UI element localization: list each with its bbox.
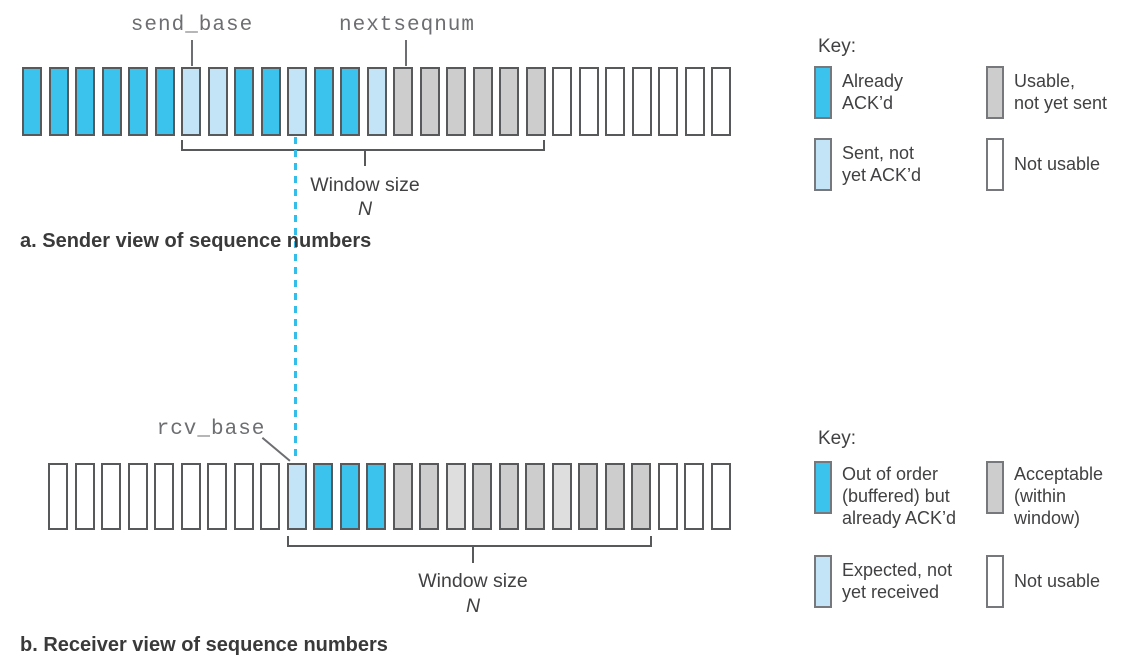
nextseqnum-pointer-line [405,40,407,66]
sender-seq-box-17 [446,67,466,136]
legend-item: Not usable [986,138,1100,191]
legend-item-label: Usable, not yet sent [1014,71,1108,113]
legend-swatch-buffered [814,461,832,514]
sender-seq-box-16 [419,67,440,136]
receiver-seq-box-25 [684,463,704,530]
receiver-seq-box-5 [154,463,174,530]
sender-seq-box-3 [75,67,95,136]
sender-seq-box-18 [472,67,493,136]
legend-item: Already ACK’d [814,66,903,119]
legend-item-label: Acceptable (within window) [1014,464,1104,528]
legend-swatch-not_usable [986,138,1004,191]
send-base-label: send_base [130,14,254,37]
receiver-window-bracket [287,536,652,547]
legend-item-label: Out of order (buffered) but already ACK’d [842,464,957,528]
rcv-base-label: rcv_base [156,418,266,441]
legend-item: Not usable [986,555,1100,608]
sender-seq-box-23 [605,67,625,136]
receiver-seq-box-11 [313,463,333,530]
receiver-seq-box-15 [419,463,439,530]
legend-item: Out of order (buffered) but already ACK’d [814,461,956,529]
sender-seq-box-9 [234,67,254,136]
legend-swatch-not_usable [986,555,1004,608]
sender-caption: a. Sender view of sequence numbers [20,230,372,252]
sender-seq-box-12 [313,67,334,136]
sender-seq-box-10 [260,67,281,136]
sender-window-bracket-tick [364,151,366,166]
receiver-seq-box-4 [127,463,148,530]
legend-item-label: Sent, not yet ACK’d [842,143,922,185]
sender-seq-box-1 [22,67,42,136]
sender-seq-box-4 [101,67,122,136]
receiver-seq-box-9 [260,463,280,530]
receiver-window-size-label: Window size [418,570,528,592]
receiver-seq-box-16 [445,463,466,530]
receiver-seq-box-8 [233,463,254,530]
receiver-seq-box-12 [339,463,360,530]
receiver-caption: b. Receiver view of sequence numbers [20,634,388,656]
legend-item-label: Expected, not yet received [842,560,953,602]
sender-seq-box-21 [552,67,572,136]
receiver-seq-box-26 [710,463,731,530]
sender-seq-box-14 [366,67,387,136]
receiver-seq-box-22 [604,463,625,530]
sender-window-bracket [181,140,545,151]
legend-swatch-expected [814,555,832,608]
sender-legend-title: Key: [818,36,857,57]
sender-seq-box-7 [181,67,201,136]
legend-item: Usable, not yet sent [986,66,1107,119]
receiver-seq-box-13 [366,463,386,530]
legend-swatch-acceptable [986,461,1004,514]
legend-item-label: Not usable [1014,154,1101,174]
sender-seq-box-24 [631,67,652,136]
receiver-seq-box-18 [498,463,519,530]
legend-swatch-sent [814,138,832,191]
sender-seq-box-11 [287,67,307,136]
sender-seq-box-27 [711,67,731,136]
legend-swatch-usable [986,66,1004,119]
legend-swatch-acked [814,66,832,119]
sender-seq-box-20 [525,67,546,136]
receiver-window-n-label: N [465,595,481,617]
nextseqnum-label: nextseqnum [338,14,476,37]
sender-seq-box-6 [154,67,175,136]
receiver-seq-box-23 [631,463,651,530]
sender-sequence-row [22,67,731,136]
sender-seq-box-5 [128,67,148,136]
sender-seq-box-8 [207,67,228,136]
receiver-seq-box-1 [48,463,68,530]
sender-window-n-label: N [357,198,373,220]
receiver-seq-box-6 [180,463,201,530]
sender-seq-box-15 [393,67,413,136]
receiver-seq-box-24 [657,463,678,530]
receiver-seq-box-10 [286,463,307,530]
receiver-seq-box-17 [472,463,492,530]
receiver-legend-title: Key: [818,428,857,449]
receiver-seq-box-14 [392,463,413,530]
legend-item: Expected, not yet received [814,555,952,608]
legend-item: Acceptable (within window) [986,461,1103,529]
sender-window-size-label: Window size [310,174,420,196]
legend-item: Sent, not yet ACK’d [814,138,921,191]
sender-seq-box-22 [578,67,599,136]
sender-seq-box-26 [684,67,705,136]
receiver-window-bracket-tick [472,547,474,563]
seq-alignment-dashed-line [294,137,297,462]
legend-item-label: Already ACK’d [842,71,904,113]
receiver-seq-box-20 [551,463,572,530]
sender-seq-box-13 [340,67,360,136]
sender-seq-box-2 [48,67,69,136]
rcv-base-pointer-line [261,437,291,462]
sender-seq-box-25 [658,67,678,136]
receiver-seq-box-7 [207,463,227,530]
receiver-seq-box-21 [578,463,598,530]
send-base-pointer-line [191,40,193,66]
receiver-seq-box-2 [74,463,95,530]
receiver-sequence-row [48,463,731,530]
sender-seq-box-19 [499,67,519,136]
receiver-seq-box-19 [525,463,545,530]
receiver-seq-box-3 [101,463,121,530]
legend-item-label: Not usable [1014,571,1101,591]
